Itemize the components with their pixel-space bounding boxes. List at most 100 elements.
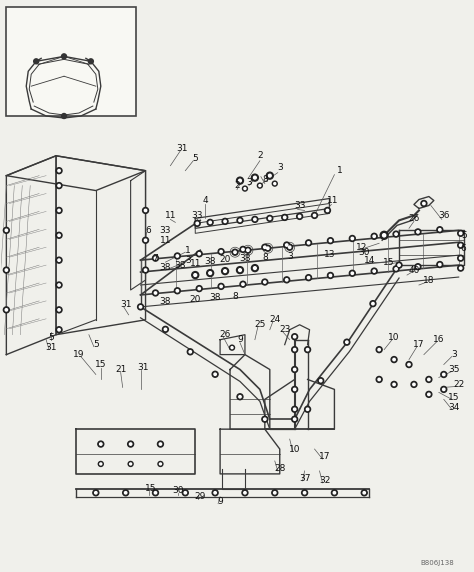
- Circle shape: [421, 201, 427, 206]
- Bar: [6, 7, 136, 116]
- Circle shape: [129, 443, 132, 445]
- Circle shape: [100, 463, 102, 465]
- Circle shape: [209, 272, 211, 275]
- Circle shape: [56, 327, 62, 333]
- Text: 10: 10: [289, 444, 301, 454]
- Circle shape: [196, 222, 199, 225]
- Circle shape: [220, 285, 222, 288]
- Circle shape: [361, 490, 367, 496]
- Text: 3: 3: [277, 163, 283, 172]
- Circle shape: [164, 328, 167, 331]
- Circle shape: [459, 232, 462, 235]
- Circle shape: [398, 264, 400, 267]
- Circle shape: [306, 348, 309, 351]
- Text: 23: 23: [279, 325, 291, 334]
- Circle shape: [259, 185, 261, 186]
- Circle shape: [415, 229, 421, 235]
- Circle shape: [411, 382, 417, 387]
- Text: 25: 25: [254, 320, 265, 329]
- Circle shape: [282, 214, 288, 220]
- Circle shape: [329, 274, 332, 277]
- Circle shape: [441, 387, 447, 392]
- Text: 18: 18: [423, 276, 435, 284]
- Text: 15: 15: [383, 257, 395, 267]
- Circle shape: [62, 113, 66, 118]
- Circle shape: [58, 284, 60, 286]
- Text: 21: 21: [115, 365, 127, 374]
- Circle shape: [58, 209, 60, 212]
- Circle shape: [145, 269, 147, 271]
- Text: 40: 40: [408, 265, 419, 275]
- Circle shape: [153, 255, 158, 261]
- Text: 33: 33: [294, 201, 305, 210]
- Circle shape: [231, 347, 233, 348]
- Circle shape: [56, 182, 62, 189]
- Circle shape: [299, 215, 301, 217]
- Circle shape: [257, 183, 262, 188]
- Circle shape: [262, 244, 268, 250]
- Circle shape: [62, 54, 66, 59]
- Circle shape: [284, 277, 290, 283]
- Circle shape: [192, 272, 199, 279]
- Circle shape: [239, 396, 241, 398]
- Circle shape: [220, 251, 222, 253]
- Text: 14: 14: [364, 256, 375, 265]
- Circle shape: [159, 443, 162, 445]
- Circle shape: [428, 378, 430, 380]
- Text: 30: 30: [173, 486, 184, 495]
- Circle shape: [88, 59, 93, 64]
- Text: 38: 38: [160, 297, 171, 307]
- Circle shape: [254, 218, 256, 221]
- Circle shape: [128, 462, 133, 466]
- Circle shape: [252, 216, 258, 223]
- Text: 31: 31: [177, 144, 188, 153]
- Circle shape: [349, 236, 356, 241]
- Text: 10: 10: [388, 333, 400, 342]
- Circle shape: [319, 379, 322, 382]
- Circle shape: [331, 490, 337, 496]
- Circle shape: [264, 418, 266, 420]
- Circle shape: [395, 233, 397, 235]
- Circle shape: [438, 263, 441, 266]
- Circle shape: [380, 231, 388, 239]
- Circle shape: [443, 374, 445, 376]
- Text: 37: 37: [299, 474, 310, 483]
- Circle shape: [372, 303, 374, 305]
- Circle shape: [391, 356, 397, 363]
- Circle shape: [292, 387, 298, 392]
- Text: 11: 11: [164, 211, 176, 220]
- Circle shape: [196, 251, 202, 257]
- Circle shape: [268, 174, 271, 177]
- Circle shape: [437, 227, 443, 233]
- Text: 12: 12: [356, 243, 367, 252]
- Circle shape: [245, 247, 251, 253]
- Circle shape: [58, 169, 60, 172]
- Circle shape: [244, 188, 246, 189]
- Circle shape: [292, 406, 298, 412]
- Circle shape: [318, 378, 324, 384]
- Circle shape: [438, 229, 441, 231]
- Circle shape: [242, 490, 248, 496]
- Circle shape: [157, 441, 164, 447]
- Circle shape: [417, 265, 419, 268]
- Circle shape: [264, 281, 266, 283]
- Text: 1: 1: [185, 246, 191, 255]
- Circle shape: [123, 490, 128, 496]
- Circle shape: [240, 281, 246, 287]
- Circle shape: [34, 59, 39, 64]
- Circle shape: [95, 491, 97, 494]
- Circle shape: [328, 238, 333, 244]
- Circle shape: [174, 253, 180, 259]
- Circle shape: [224, 269, 227, 272]
- Circle shape: [306, 275, 311, 281]
- Circle shape: [344, 339, 350, 345]
- Circle shape: [293, 408, 296, 411]
- Text: 38: 38: [204, 257, 216, 265]
- Circle shape: [383, 234, 386, 237]
- Circle shape: [437, 261, 443, 268]
- Circle shape: [293, 388, 296, 391]
- Circle shape: [153, 490, 158, 496]
- Circle shape: [459, 267, 462, 269]
- Circle shape: [145, 239, 147, 241]
- Text: 3: 3: [246, 178, 252, 187]
